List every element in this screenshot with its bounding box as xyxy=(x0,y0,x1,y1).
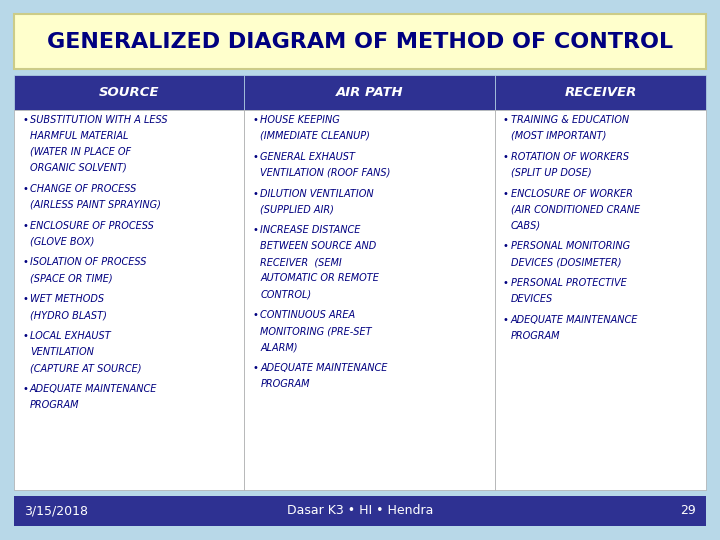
FancyBboxPatch shape xyxy=(14,110,244,490)
Text: •: • xyxy=(253,115,258,125)
Text: VENTILATION (ROOF FANS): VENTILATION (ROOF FANS) xyxy=(261,168,391,178)
Text: •: • xyxy=(503,278,509,288)
Text: HOUSE KEEPING: HOUSE KEEPING xyxy=(261,115,340,125)
Text: SUBSTITUTION WITH A LESS: SUBSTITUTION WITH A LESS xyxy=(30,115,168,125)
Text: ENCLOSURE OF WORKER: ENCLOSURE OF WORKER xyxy=(511,188,633,199)
Text: Dasar K3 • HI • Hendra: Dasar K3 • HI • Hendra xyxy=(287,504,433,517)
Text: MONITORING (PRE-SET: MONITORING (PRE-SET xyxy=(261,326,372,336)
Text: PROGRAM: PROGRAM xyxy=(511,331,560,341)
Text: ENCLOSURE OF PROCESS: ENCLOSURE OF PROCESS xyxy=(30,221,154,231)
Text: (AIR CONDITIONED CRANE: (AIR CONDITIONED CRANE xyxy=(511,205,640,214)
Text: •: • xyxy=(253,310,258,320)
Text: ADEQUATE MAINTENANCE: ADEQUATE MAINTENANCE xyxy=(261,363,388,373)
Text: (MOST IMPORTANT): (MOST IMPORTANT) xyxy=(511,131,606,141)
Text: 29: 29 xyxy=(680,504,696,517)
Text: CONTROL): CONTROL) xyxy=(261,289,312,299)
Text: BETWEEN SOURCE AND: BETWEEN SOURCE AND xyxy=(261,241,377,252)
Text: •: • xyxy=(253,363,258,373)
FancyBboxPatch shape xyxy=(14,75,244,110)
Text: VENTILATION: VENTILATION xyxy=(30,347,94,357)
Text: HARMFUL MATERIAL: HARMFUL MATERIAL xyxy=(30,131,128,141)
Text: (SPACE OR TIME): (SPACE OR TIME) xyxy=(30,273,112,284)
Text: (WATER IN PLACE OF: (WATER IN PLACE OF xyxy=(30,147,131,157)
Text: •: • xyxy=(253,152,258,162)
Text: AIR PATH: AIR PATH xyxy=(336,86,403,99)
Text: •: • xyxy=(503,241,509,252)
Text: 3/15/2018: 3/15/2018 xyxy=(24,504,88,517)
Text: (AIRLESS PAINT SPRAYING): (AIRLESS PAINT SPRAYING) xyxy=(30,200,161,210)
Text: •: • xyxy=(253,225,258,235)
Text: (SPLIT UP DOSE): (SPLIT UP DOSE) xyxy=(511,168,592,178)
Text: •: • xyxy=(503,188,509,199)
FancyBboxPatch shape xyxy=(495,75,706,110)
Text: LOCAL EXHAUST: LOCAL EXHAUST xyxy=(30,331,111,341)
Text: SOURCE: SOURCE xyxy=(99,86,159,99)
Text: •: • xyxy=(503,152,509,162)
Text: •: • xyxy=(22,384,28,394)
Text: AUTOMATIC OR REMOTE: AUTOMATIC OR REMOTE xyxy=(261,273,379,284)
Text: PROGRAM: PROGRAM xyxy=(30,400,79,410)
Text: DEVICES: DEVICES xyxy=(511,294,553,304)
FancyBboxPatch shape xyxy=(244,75,495,110)
Text: (IMMEDIATE CLEANUP): (IMMEDIATE CLEANUP) xyxy=(261,131,370,141)
Text: TRAINING & EDUCATION: TRAINING & EDUCATION xyxy=(511,115,629,125)
Text: ROTATION OF WORKERS: ROTATION OF WORKERS xyxy=(511,152,629,162)
FancyBboxPatch shape xyxy=(244,110,495,490)
Text: •: • xyxy=(22,184,28,194)
Text: ORGANIC SOLVENT): ORGANIC SOLVENT) xyxy=(30,163,127,173)
Text: DILUTION VENTILATION: DILUTION VENTILATION xyxy=(261,188,374,199)
Text: •: • xyxy=(22,331,28,341)
Text: WET METHODS: WET METHODS xyxy=(30,294,104,304)
Text: CABS): CABS) xyxy=(511,221,541,231)
Text: (SUPPLIED AIR): (SUPPLIED AIR) xyxy=(261,205,334,214)
Text: •: • xyxy=(22,221,28,231)
Text: RECEIVER  (SEMI: RECEIVER (SEMI xyxy=(261,258,342,267)
Text: (GLOVE BOX): (GLOVE BOX) xyxy=(30,237,94,247)
Text: ALARM): ALARM) xyxy=(261,342,298,352)
FancyBboxPatch shape xyxy=(14,496,706,526)
Text: ISOLATION OF PROCESS: ISOLATION OF PROCESS xyxy=(30,258,146,267)
Text: (HYDRO BLAST): (HYDRO BLAST) xyxy=(30,310,107,320)
FancyBboxPatch shape xyxy=(495,110,706,490)
Text: GENERALIZED DIAGRAM OF METHOD OF CONTROL: GENERALIZED DIAGRAM OF METHOD OF CONTROL xyxy=(47,31,673,51)
Text: ADEQUATE MAINTENANCE: ADEQUATE MAINTENANCE xyxy=(30,384,158,394)
Text: DEVICES (DOSIMETER): DEVICES (DOSIMETER) xyxy=(511,258,621,267)
Text: •: • xyxy=(503,315,509,325)
Text: CONTINUOUS AREA: CONTINUOUS AREA xyxy=(261,310,356,320)
Text: •: • xyxy=(22,115,28,125)
Text: ADEQUATE MAINTENANCE: ADEQUATE MAINTENANCE xyxy=(511,315,639,325)
Text: •: • xyxy=(22,294,28,304)
Text: •: • xyxy=(253,188,258,199)
Text: •: • xyxy=(22,258,28,267)
FancyBboxPatch shape xyxy=(14,14,706,69)
Text: PERSONAL PROTECTIVE: PERSONAL PROTECTIVE xyxy=(511,278,626,288)
Text: (CAPTURE AT SOURCE): (CAPTURE AT SOURCE) xyxy=(30,363,142,373)
Text: •: • xyxy=(503,115,509,125)
Text: PERSONAL MONITORING: PERSONAL MONITORING xyxy=(511,241,630,252)
Text: RECEIVER: RECEIVER xyxy=(564,86,636,99)
Text: PROGRAM: PROGRAM xyxy=(261,379,310,389)
Text: INCREASE DISTANCE: INCREASE DISTANCE xyxy=(261,225,361,235)
Text: CHANGE OF PROCESS: CHANGE OF PROCESS xyxy=(30,184,136,194)
Text: GENERAL EXHAUST: GENERAL EXHAUST xyxy=(261,152,356,162)
